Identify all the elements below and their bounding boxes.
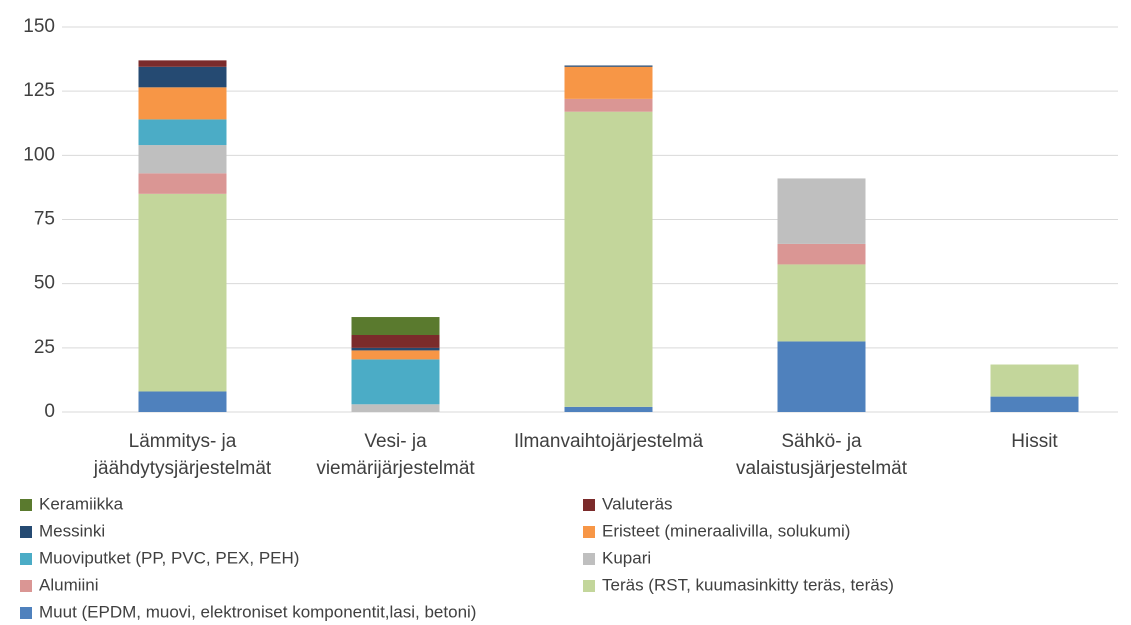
bar-segment xyxy=(351,404,440,412)
bar-segment xyxy=(564,111,653,407)
y-tick-label: 100 xyxy=(23,144,55,165)
legend-label: Keramiikka xyxy=(39,494,124,513)
bar-segment xyxy=(777,178,866,244)
legend-label: Muut (EPDM, muovi, elektroniset komponen… xyxy=(39,602,476,621)
bar-segment xyxy=(138,391,227,412)
legend-label: Teräs (RST, kuumasinkitty teräs, teräs) xyxy=(602,575,894,594)
bar-segment xyxy=(138,119,227,146)
legend-swatch xyxy=(583,553,595,565)
bar-segment xyxy=(351,350,440,360)
x-tick-label: Hissit xyxy=(1011,431,1058,452)
bar-segment xyxy=(138,193,227,392)
x-tick-label: Sähkö- ja xyxy=(781,431,862,452)
bar-segment xyxy=(564,98,653,112)
bar-segment xyxy=(138,173,227,194)
bar-segment xyxy=(138,60,227,67)
legend-swatch xyxy=(20,580,32,592)
x-tick-label: valaistusjärjestelmät xyxy=(736,458,908,479)
legend-swatch xyxy=(583,499,595,511)
y-tick-label: 50 xyxy=(34,273,55,294)
legend-label: Kupari xyxy=(602,548,651,567)
legend-swatch xyxy=(583,580,595,592)
y-tick-label: 125 xyxy=(23,80,55,101)
x-tick-label: Vesi- ja xyxy=(364,431,427,452)
x-tick-label: Ilmanvaihtojärjestelmä xyxy=(514,431,703,452)
legend-swatch xyxy=(20,526,32,538)
legend-swatch xyxy=(20,499,32,511)
bar-segment xyxy=(138,145,227,174)
legend-swatch xyxy=(583,526,595,538)
bar-segment xyxy=(990,396,1079,412)
bar-segment xyxy=(351,335,440,348)
y-tick-label: 150 xyxy=(23,16,55,37)
bar-segment xyxy=(138,66,227,88)
bar-segment xyxy=(777,264,866,342)
y-tick-label: 25 xyxy=(34,337,55,358)
bar-segment xyxy=(777,341,866,412)
legend-swatch xyxy=(20,553,32,565)
bar-segment xyxy=(351,347,440,351)
bar-segment xyxy=(564,65,653,67)
x-tick-label: jäähdytysjärjestelmät xyxy=(93,458,272,479)
legend-label: Muoviputket (PP, PVC, PEX, PEH) xyxy=(39,548,299,567)
bar-segment xyxy=(990,364,1079,397)
bar-segment xyxy=(138,87,227,120)
legend-label: Eristeet (mineraalivilla, solukumi) xyxy=(602,521,850,540)
bar-segment xyxy=(351,359,440,405)
y-tick-label: 75 xyxy=(34,209,55,230)
y-tick-label: 0 xyxy=(44,401,55,422)
legend-label: Messinki xyxy=(39,521,105,540)
legend-label: Valuteräs xyxy=(602,494,673,513)
bar-segment xyxy=(351,317,440,335)
x-tick-label: Lämmitys- ja xyxy=(129,431,237,452)
legend-swatch xyxy=(20,607,32,619)
x-tick-label: viemärijärjestelmät xyxy=(316,458,475,479)
bar-segment xyxy=(564,406,653,412)
bar-segment xyxy=(564,66,653,99)
legend-label: Alumiini xyxy=(39,575,99,594)
bar-segment xyxy=(777,243,866,265)
